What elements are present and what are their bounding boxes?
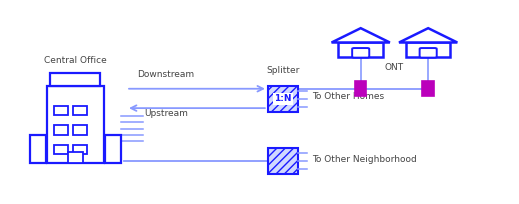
Bar xyxy=(268,148,298,174)
Bar xyxy=(50,73,100,86)
Bar xyxy=(338,42,383,57)
Bar xyxy=(68,152,83,163)
Bar xyxy=(73,125,87,135)
Bar xyxy=(54,125,68,135)
Bar xyxy=(73,145,87,154)
Bar xyxy=(422,81,434,96)
Polygon shape xyxy=(399,28,457,42)
Polygon shape xyxy=(332,28,390,42)
Text: Splitter: Splitter xyxy=(266,67,299,75)
Bar xyxy=(47,86,104,163)
Bar xyxy=(54,145,68,154)
Bar xyxy=(30,135,46,163)
Text: 1:N: 1:N xyxy=(274,94,292,103)
Bar xyxy=(54,106,68,115)
Text: To Other Homes: To Other Homes xyxy=(312,92,385,101)
Text: ONT: ONT xyxy=(385,63,404,72)
Bar xyxy=(268,86,298,112)
Bar xyxy=(355,81,366,96)
Bar xyxy=(406,42,450,57)
Bar xyxy=(105,135,121,163)
Bar xyxy=(73,106,87,115)
FancyBboxPatch shape xyxy=(420,48,436,58)
Text: To Other Neighborhood: To Other Neighborhood xyxy=(312,155,417,164)
FancyBboxPatch shape xyxy=(352,48,369,58)
Text: Downstream: Downstream xyxy=(138,70,195,79)
Text: Central Office: Central Office xyxy=(44,56,106,65)
Text: Upstream: Upstream xyxy=(144,109,188,118)
